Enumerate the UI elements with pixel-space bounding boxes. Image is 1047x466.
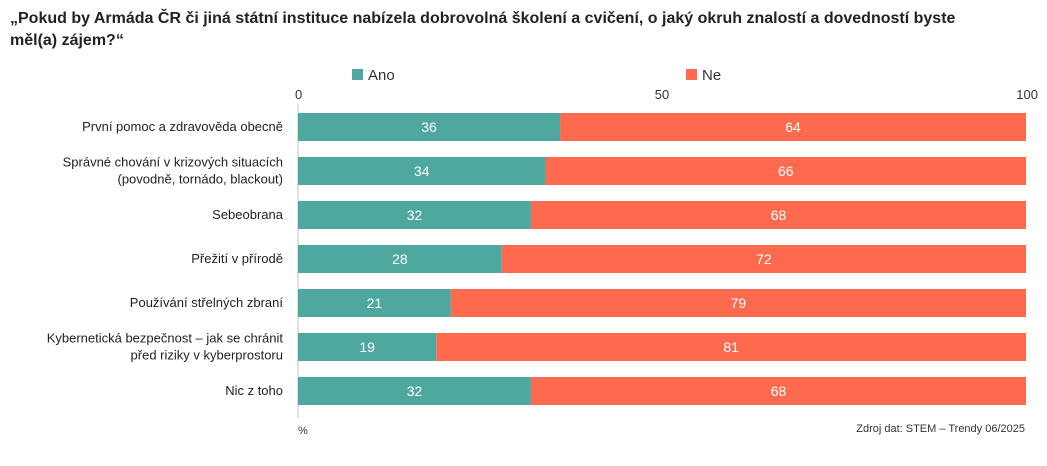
x-tick-label: 100 [1016, 87, 1038, 102]
chart-title: „Pokud by Armáda ČR či jiná státní insti… [10, 10, 956, 49]
legend-swatch-ano [352, 69, 363, 80]
bar-ne [530, 377, 1026, 405]
data-label: 68 [771, 383, 787, 399]
data-label: 79 [731, 295, 747, 311]
legend-label-ano: Ano [368, 67, 395, 84]
bar-ne [501, 245, 1027, 273]
bar-ne [545, 157, 1026, 185]
category-label: před riziky v kyberprostoru [131, 348, 283, 363]
category-label: Sebeobrana [212, 207, 284, 222]
source-note: Zdroj dat: STEM – Trendy 06/2025 [856, 423, 1025, 435]
data-label: 21 [367, 295, 383, 311]
category-label: Správné chování v krizových situacích [63, 155, 283, 170]
data-label: 19 [359, 339, 375, 355]
bar-ano [298, 245, 502, 273]
category-label: Kybernetická bezpečnost – jak se chránit [47, 331, 284, 346]
x-tick-label: 50 [655, 87, 669, 102]
category-label: (povodně, tornádo, blackout) [118, 172, 284, 187]
bar-ano [298, 113, 561, 141]
data-label: 81 [723, 339, 739, 355]
data-label: 68 [771, 207, 787, 223]
bar-ano [298, 157, 546, 185]
bar-ano [298, 333, 437, 361]
bar-ano [298, 377, 531, 405]
category-label: Nic z toho [225, 383, 283, 398]
data-label: 36 [421, 119, 437, 135]
bar-ne [436, 333, 1026, 361]
x-tick-label: 0 [295, 87, 302, 102]
data-label: 32 [407, 207, 423, 223]
data-label: 34 [414, 163, 430, 179]
category-label: První pomoc a zdravověda obecně [82, 119, 283, 134]
legend-label-ne: Ne [702, 67, 721, 84]
data-label: 64 [785, 119, 801, 135]
data-label: 66 [778, 163, 794, 179]
data-label: 32 [407, 383, 423, 399]
bar-ne [530, 201, 1026, 229]
category-label: Přežití v přírodě [191, 251, 283, 266]
legend-swatch-ne [686, 69, 697, 80]
unit-label: % [298, 425, 308, 437]
data-label: 28 [392, 251, 408, 267]
bar-ano [298, 201, 531, 229]
bar-ne [560, 113, 1026, 141]
bar-ano [298, 289, 451, 317]
data-label: 72 [756, 251, 772, 267]
category-label: Používání střelných zbraní [130, 295, 284, 310]
bar-ne [450, 289, 1026, 317]
